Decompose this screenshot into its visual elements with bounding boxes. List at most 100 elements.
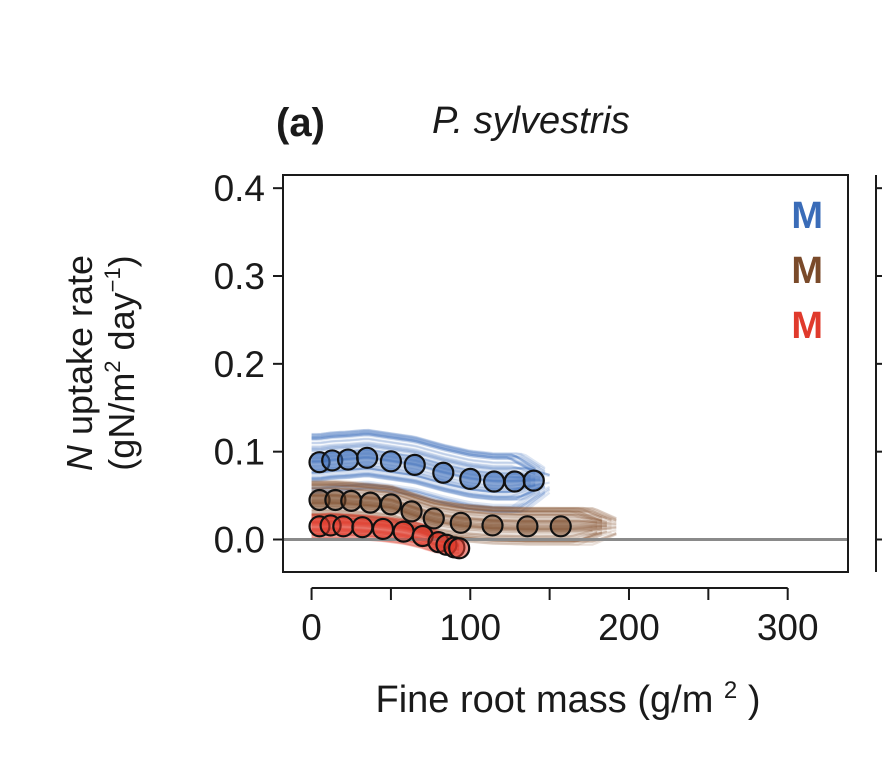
band-line [311,431,546,471]
band-line [311,437,546,475]
band-line [311,441,536,476]
data-point [459,467,482,490]
band-line [311,445,550,477]
band-line [311,473,541,499]
band-line [311,486,603,523]
band-line [311,445,531,477]
x-tick-label: 0 [301,607,322,648]
band-line [311,431,536,470]
band-line [311,470,541,497]
band-line [311,472,546,498]
data-point [481,514,504,537]
band-line [311,509,593,538]
band-line [311,479,608,520]
x-axis-label-text: Fine root mass [375,679,626,721]
band-line [311,428,536,471]
band-line [311,443,550,477]
band-line [311,486,603,523]
data-point [359,491,382,514]
data-point [432,461,455,484]
data-point [422,507,445,530]
y-tick-label: 0.2 [214,344,265,385]
x-tick-label: 100 [439,607,501,648]
y-axis-label-line1: N uptake rate [59,255,100,471]
band-line [311,484,603,522]
band-line [311,481,617,521]
legend-entry: M [791,250,823,292]
data-point [448,537,471,560]
legend: MMM [791,195,823,347]
data-point [482,470,506,493]
band-line [311,480,551,506]
data-point [379,450,403,473]
species-title: P. sylvestris [432,100,630,142]
band-line [311,482,536,509]
data-point [400,500,423,523]
band-line [311,432,532,472]
band-line [311,472,546,499]
band-line [311,480,617,520]
x-axis: 0 100 200 300 [301,587,819,648]
data-point [356,446,379,469]
panel-label: (a) [276,101,325,145]
series-brown [308,488,572,538]
y-tick-label: 0.4 [214,168,265,209]
band-line [311,429,546,469]
band-line [311,433,546,473]
data-point [549,515,572,538]
data-point [503,470,526,493]
band-line [311,443,546,476]
band-line [311,474,541,501]
y-axis: 0.0 0.1 0.2 0.3 0.4 [214,168,882,561]
legend-entry: M [791,195,823,237]
y-axis-unit-sup1: 2 [100,360,125,372]
band-line [311,484,541,511]
data-point [332,515,355,538]
y-axis-label-italic: N [59,444,100,471]
data-point [392,520,415,543]
band-line [311,487,598,524]
band-line [311,482,617,522]
band-line [311,487,551,514]
band-line [311,484,593,521]
band-line [311,484,536,510]
band-line [311,432,546,473]
band-line [311,488,603,524]
x-tick-label: 200 [598,607,660,648]
band-line [311,433,532,472]
band-line [311,483,551,509]
y-axis-label-line2: (gN/m2 day−1) [100,255,142,470]
y-tick-label: 0.3 [214,256,265,297]
x-axis-unit-sup: 2 [724,677,737,704]
band-line [311,483,612,521]
band-line [311,487,608,524]
band-line [311,483,603,522]
y-tick-label: 0.0 [214,520,265,561]
series-red [308,514,471,560]
y-axis-label: N uptake rate (gN/m2 day−1) [59,255,142,471]
band-line [311,433,536,474]
band-line [311,475,551,501]
y-axis-label-rest: uptake rate [59,255,100,445]
x-axis-unit: (g/m [637,679,713,721]
data-point [379,493,403,516]
y-axis-unit-sup2: −1 [100,267,125,292]
data-points [308,446,572,560]
band-line [311,474,541,501]
band-line [311,487,617,523]
data-point [522,469,545,492]
band-line [311,489,598,523]
band-line [311,484,612,523]
data-point [449,511,472,534]
band-line [311,484,603,522]
x-tick-label: 300 [757,607,819,648]
data-point [516,515,539,538]
data-point [340,489,363,512]
band-line [311,434,541,474]
y-tick-label: 0.1 [214,432,265,473]
band-line [311,428,541,469]
y-axis-unit-a: (gN/m [101,373,142,471]
band-line [311,484,612,521]
data-point [351,516,374,539]
band-line [311,486,541,513]
